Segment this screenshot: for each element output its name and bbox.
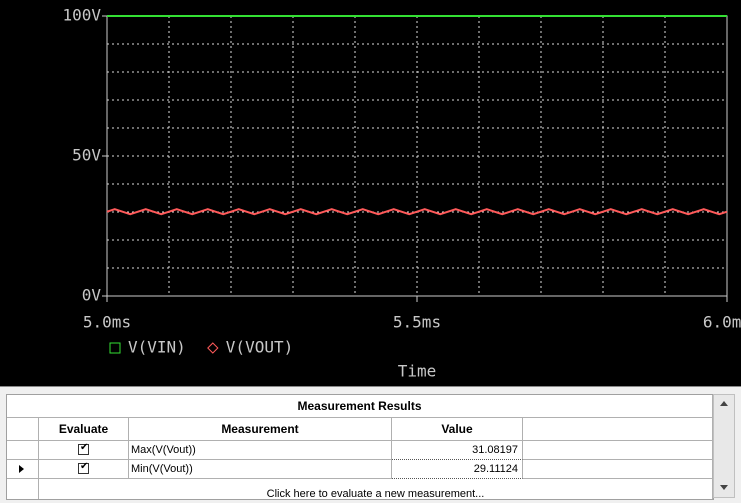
x-tick-label: 6.0ms <box>703 313 741 332</box>
measurement-panel: Measurement Results Evaluate Measurement… <box>0 386 741 503</box>
column-header: Evaluate <box>39 418 129 441</box>
plot-background <box>0 0 741 386</box>
scroll-up[interactable] <box>720 401 728 406</box>
measurement-cell[interactable]: Min(V(Vout)) <box>129 460 392 479</box>
x-tick-label: 5.0ms <box>83 313 131 332</box>
value-cell[interactable]: 31.08197 <box>392 441 523 460</box>
column-header: Value <box>392 418 523 441</box>
evaluate-checkbox[interactable] <box>78 442 89 455</box>
y-tick-label: 50V <box>72 146 101 165</box>
y-tick-label: 100V <box>62 6 101 25</box>
legend-marker <box>207 342 219 354</box>
series-line <box>106 208 728 216</box>
legend-marker <box>109 342 121 354</box>
empty-cell <box>523 460 713 479</box>
plot-window: Time 0V 50V 100V 5.0ms 5.5ms 6.0ms V(VIN) V(VOU… <box>0 0 741 386</box>
scroll-down[interactable] <box>720 485 728 490</box>
row-header[interactable] <box>7 460 39 479</box>
y-tick-label: 0V <box>82 286 102 305</box>
row-header[interactable] <box>7 441 39 460</box>
measurement-table: Measurement Results Evaluate Measurement… <box>6 394 714 500</box>
evaluate-checkbox[interactable] <box>78 461 89 474</box>
row-header <box>7 418 39 441</box>
x-tick-label: 5.5ms <box>393 313 441 332</box>
evaluate-cell <box>39 460 129 479</box>
current-row-indicator <box>19 465 24 473</box>
column-header: Measurement <box>129 418 392 441</box>
evaluate-cell <box>39 441 129 460</box>
measurement-cell[interactable]: Max(V(Vout)) <box>129 441 392 460</box>
legend-label: V(VIN) <box>128 338 186 357</box>
value-cell[interactable]: 29.11124 <box>392 460 523 479</box>
row-header <box>7 479 39 499</box>
empty-cell <box>523 441 713 460</box>
x-axis-label: Time <box>398 362 437 381</box>
scrollbar[interactable] <box>713 394 735 498</box>
new-measurement-row[interactable]: Click here to evaluate a new measurement… <box>39 479 713 499</box>
table-title: Measurement Results <box>7 395 713 418</box>
column-header <box>523 418 713 441</box>
legend-label: V(VOUT) <box>226 338 293 357</box>
